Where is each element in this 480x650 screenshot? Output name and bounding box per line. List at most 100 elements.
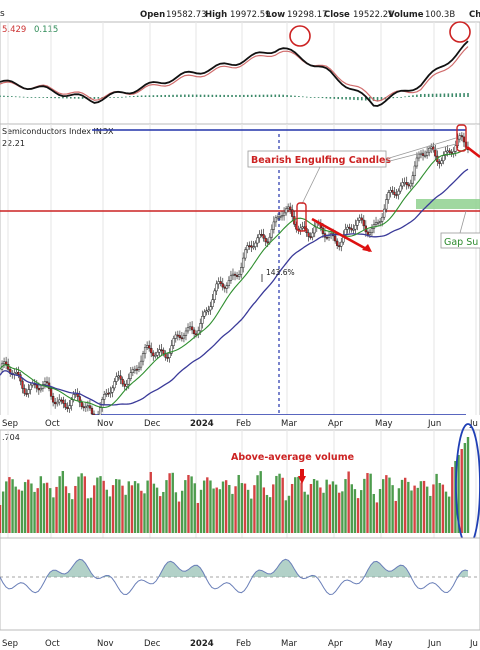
gap-label: Gap Su <box>444 237 478 248</box>
volume-bar <box>360 490 363 533</box>
candle <box>109 392 112 394</box>
volume-bar <box>350 484 353 533</box>
engulfing-circle-jun <box>456 124 467 152</box>
macd-line <box>0 40 469 107</box>
candle <box>176 334 179 337</box>
volume-bar <box>206 477 209 533</box>
macd-hist-bar <box>392 97 395 99</box>
candle <box>78 396 81 403</box>
candle <box>409 182 412 187</box>
volume-bar <box>256 475 259 533</box>
macd-hist-bar <box>337 97 340 100</box>
candle <box>268 236 271 243</box>
volume-bar <box>331 481 335 533</box>
engulfing-label: Bearish Engulfing Candles <box>251 155 391 166</box>
candle <box>352 228 355 231</box>
candle <box>166 357 169 359</box>
candle <box>82 406 85 409</box>
volume-bar <box>378 489 382 533</box>
candle <box>309 236 312 239</box>
candle <box>415 157 419 167</box>
volume-bar <box>416 487 419 533</box>
macd-hist-bar <box>231 94 233 97</box>
close-label: Close <box>324 10 350 20</box>
volume-bar <box>287 495 291 533</box>
volume-bar <box>397 488 401 533</box>
candle <box>17 371 20 375</box>
candle <box>27 389 30 394</box>
macd-hist-bar <box>109 97 111 98</box>
candle <box>405 182 408 185</box>
volume-bar <box>202 480 206 533</box>
candle <box>184 330 188 336</box>
candle <box>203 311 206 317</box>
volume-bar <box>23 482 27 533</box>
candle <box>117 375 120 378</box>
candle <box>23 388 26 394</box>
volume-bar <box>121 485 124 533</box>
volume-label: Volume <box>388 10 424 20</box>
macd-signal-line <box>0 46 469 102</box>
volume-bar <box>77 476 80 533</box>
candle <box>201 316 204 324</box>
candle <box>51 396 55 403</box>
volume-bar <box>344 479 347 533</box>
macd-hist-bar <box>113 97 115 98</box>
volume-bar <box>8 477 11 533</box>
macd-hist-bar <box>345 97 347 100</box>
volume-bar <box>137 483 140 533</box>
volume-bar <box>11 479 14 533</box>
macd-hist-bar <box>416 94 418 97</box>
volume-bar <box>375 502 379 533</box>
macd-hist-bar <box>361 97 363 101</box>
axis-bottom-label-4: 2024 <box>190 639 214 649</box>
macd-hist-bar <box>333 97 336 99</box>
candle <box>139 360 143 368</box>
volume-panel: .704 Above-average volume <box>0 423 480 547</box>
macd-hist-bar <box>22 96 25 98</box>
macd-hist-bar <box>215 94 218 97</box>
candle <box>190 326 194 331</box>
macd-hist-bar <box>46 97 48 99</box>
candle <box>348 226 351 229</box>
volume-bar <box>99 476 102 533</box>
volume-bar <box>86 498 90 533</box>
axis-top-label-8: May <box>375 419 393 429</box>
volume-bar <box>457 455 460 533</box>
candle <box>368 232 372 235</box>
volume-bar <box>93 485 96 533</box>
volume-bar <box>58 476 61 533</box>
volume-bar <box>237 474 240 533</box>
volume-bar <box>319 487 322 533</box>
volume-bar <box>111 485 115 533</box>
volume-bar <box>297 476 300 533</box>
volume-bar <box>193 483 196 533</box>
candle <box>362 219 365 227</box>
axis-bottom-label-6: Mar <box>281 639 298 649</box>
volume-bar <box>284 500 288 533</box>
candle <box>107 392 110 395</box>
volume-arrow-stem <box>300 469 304 477</box>
volume-bar <box>419 481 423 533</box>
header-bar: s Open 19582.73 High 19972.59 Low 19298.… <box>0 9 480 20</box>
macd-hist-bar <box>250 94 253 97</box>
macd-hist-bar <box>254 94 257 97</box>
candle <box>381 216 384 222</box>
volume-bar <box>385 475 388 533</box>
volume-bar <box>388 477 391 533</box>
volume-bar <box>366 473 369 533</box>
candle <box>158 349 161 353</box>
volume-annotation: Above-average volume <box>231 452 354 463</box>
volume-bar <box>381 479 385 533</box>
volume-bar <box>74 485 77 533</box>
macd-hist-bar <box>203 94 206 97</box>
volume-bar <box>441 484 445 533</box>
volume-bar <box>218 489 222 533</box>
axis-top-label-9: Jun <box>427 419 441 429</box>
volume-bar <box>133 481 137 533</box>
volume-bar <box>212 488 215 533</box>
volume-bar <box>102 480 105 533</box>
candle <box>62 399 65 404</box>
month-axis-bottom: Sep Oct Nov Dec 2024 Feb Mar Apr May Jun Ju <box>2 639 478 649</box>
candle <box>374 222 378 225</box>
